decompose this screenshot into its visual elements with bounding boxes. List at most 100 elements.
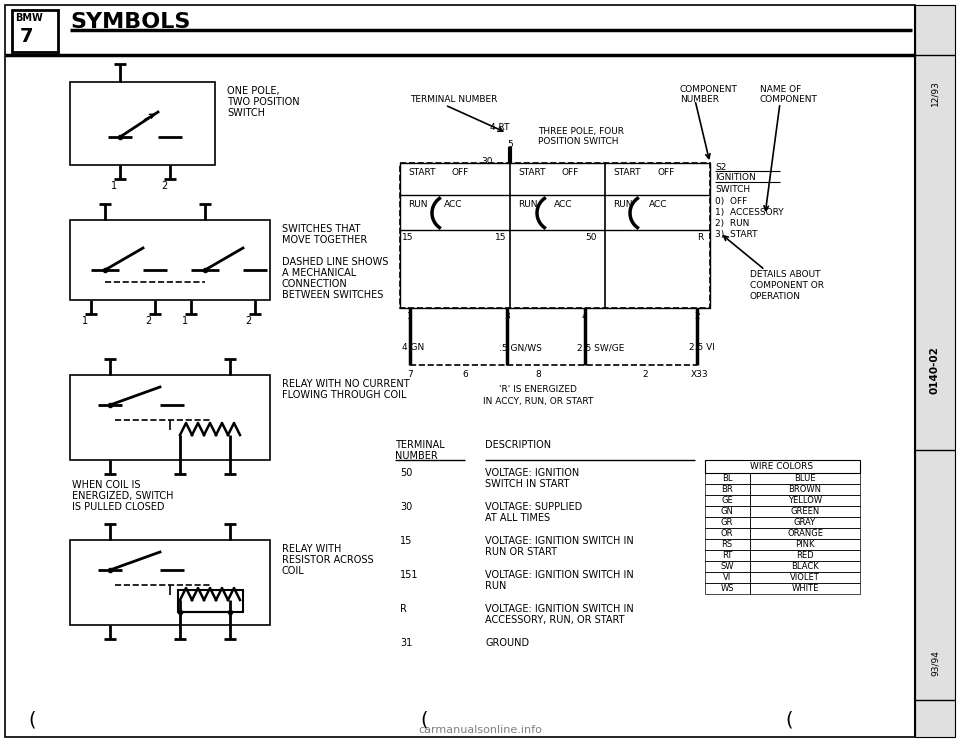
Text: 6: 6 <box>462 370 468 379</box>
Bar <box>705 572 750 583</box>
Bar <box>70 540 270 625</box>
Text: ACC: ACC <box>554 200 572 209</box>
Bar <box>705 506 750 517</box>
Text: 1)  ACCESSORY: 1) ACCESSORY <box>715 208 783 217</box>
Text: 4: 4 <box>582 312 588 321</box>
Text: BL: BL <box>722 474 732 483</box>
Text: DASHED LINE SHOWS: DASHED LINE SHOWS <box>282 257 389 267</box>
Bar <box>705 539 750 550</box>
Text: RUN: RUN <box>613 200 633 209</box>
Text: 2.5 SW/GE: 2.5 SW/GE <box>577 343 624 352</box>
Text: COMPONENT OR: COMPONENT OR <box>750 281 824 290</box>
Text: RUN: RUN <box>485 581 506 591</box>
Text: SWITCH IN START: SWITCH IN START <box>485 479 569 489</box>
Text: 1: 1 <box>407 312 413 321</box>
Text: 5: 5 <box>507 140 513 149</box>
Text: 12/93: 12/93 <box>930 80 940 106</box>
Text: PINK: PINK <box>795 540 815 549</box>
Text: SWITCH: SWITCH <box>715 185 750 194</box>
Text: 1: 1 <box>182 316 188 326</box>
Text: 2)  RUN: 2) RUN <box>715 219 750 228</box>
Text: 1: 1 <box>111 181 117 191</box>
Text: WIRE COLORS: WIRE COLORS <box>751 462 813 471</box>
Text: ORANGE: ORANGE <box>787 529 823 538</box>
Bar <box>750 539 860 550</box>
Text: VOLTAGE: SUPPLIED: VOLTAGE: SUPPLIED <box>485 502 583 512</box>
Text: 30: 30 <box>400 502 412 512</box>
Bar <box>750 517 860 528</box>
Text: FLOWING THROUGH COIL: FLOWING THROUGH COIL <box>282 390 406 400</box>
Bar <box>705 484 750 495</box>
Text: VI: VI <box>723 573 732 582</box>
Text: START: START <box>408 168 436 177</box>
Text: GREEN: GREEN <box>790 507 820 516</box>
Bar <box>750 583 860 594</box>
Bar <box>178 590 243 612</box>
Text: (: ( <box>28 710 36 729</box>
Text: IS PULLED CLOSED: IS PULLED CLOSED <box>72 502 164 512</box>
Text: 2.5 VI: 2.5 VI <box>689 343 715 352</box>
Bar <box>750 528 860 539</box>
Text: 15: 15 <box>400 536 413 546</box>
Text: GRAY: GRAY <box>794 518 816 527</box>
Text: 'R' IS ENERGIZED: 'R' IS ENERGIZED <box>499 385 577 394</box>
Bar <box>750 473 860 484</box>
Text: OR: OR <box>721 529 733 538</box>
Text: 2: 2 <box>642 370 648 379</box>
Bar <box>750 550 860 561</box>
Bar <box>705 517 750 528</box>
Text: COIL: COIL <box>282 566 304 576</box>
Text: AT ALL TIMES: AT ALL TIMES <box>485 513 550 523</box>
Text: GE: GE <box>721 496 732 505</box>
Text: carmanualsonline.info: carmanualsonline.info <box>418 725 542 735</box>
Bar <box>705 550 750 561</box>
Text: 3: 3 <box>504 312 510 321</box>
Bar <box>12 10 58 52</box>
Text: R: R <box>400 604 407 614</box>
Text: 0)  OFF: 0) OFF <box>715 197 747 206</box>
Text: DETAILS ABOUT: DETAILS ABOUT <box>750 270 821 279</box>
Text: BROWN: BROWN <box>788 485 822 494</box>
Bar <box>705 583 750 594</box>
Text: IN ACCY, RUN, OR START: IN ACCY, RUN, OR START <box>483 397 593 406</box>
Text: WHEN COIL IS: WHEN COIL IS <box>72 480 140 490</box>
Text: COMPONENT: COMPONENT <box>680 85 738 94</box>
Text: NUMBER: NUMBER <box>395 451 438 461</box>
Text: RT: RT <box>722 551 732 560</box>
Text: 4 GN: 4 GN <box>402 343 424 352</box>
Text: A MECHANICAL: A MECHANICAL <box>282 268 356 278</box>
Text: START: START <box>518 168 545 177</box>
Text: SWITCH: SWITCH <box>227 108 265 118</box>
Text: RESISTOR ACROSS: RESISTOR ACROSS <box>282 555 373 565</box>
Text: .5 GN/WS: .5 GN/WS <box>499 343 541 352</box>
Text: BLACK: BLACK <box>791 562 819 571</box>
Text: NAME OF: NAME OF <box>760 85 802 94</box>
Text: 8: 8 <box>535 370 540 379</box>
Text: OPERATION: OPERATION <box>750 292 801 301</box>
Bar <box>705 528 750 539</box>
Text: 15: 15 <box>402 233 414 242</box>
Text: 50: 50 <box>400 468 413 478</box>
Text: 2: 2 <box>145 316 151 326</box>
Text: MOVE TOGETHER: MOVE TOGETHER <box>282 235 368 245</box>
Bar <box>750 572 860 583</box>
Text: ACCESSORY, RUN, OR START: ACCESSORY, RUN, OR START <box>485 615 625 625</box>
Text: (: ( <box>420 710 427 729</box>
Text: RELAY WITH NO CURRENT: RELAY WITH NO CURRENT <box>282 379 410 389</box>
Text: R: R <box>697 233 704 242</box>
Text: VOLTAGE: IGNITION SWITCH IN: VOLTAGE: IGNITION SWITCH IN <box>485 536 634 546</box>
Bar <box>70 375 270 460</box>
Text: VOLTAGE: IGNITION SWITCH IN: VOLTAGE: IGNITION SWITCH IN <box>485 604 634 614</box>
Text: SWITCHES THAT: SWITCHES THAT <box>282 224 360 234</box>
Bar <box>750 495 860 506</box>
Text: RED: RED <box>796 551 814 560</box>
Text: DESCRIPTION: DESCRIPTION <box>485 440 551 450</box>
Text: 1: 1 <box>82 316 88 326</box>
Text: START: START <box>613 168 640 177</box>
Text: GR: GR <box>721 518 733 527</box>
Bar <box>705 561 750 572</box>
Bar <box>750 506 860 517</box>
Text: BMW: BMW <box>15 13 43 23</box>
Text: CONNECTION: CONNECTION <box>282 279 348 289</box>
Text: RUN: RUN <box>408 200 427 209</box>
